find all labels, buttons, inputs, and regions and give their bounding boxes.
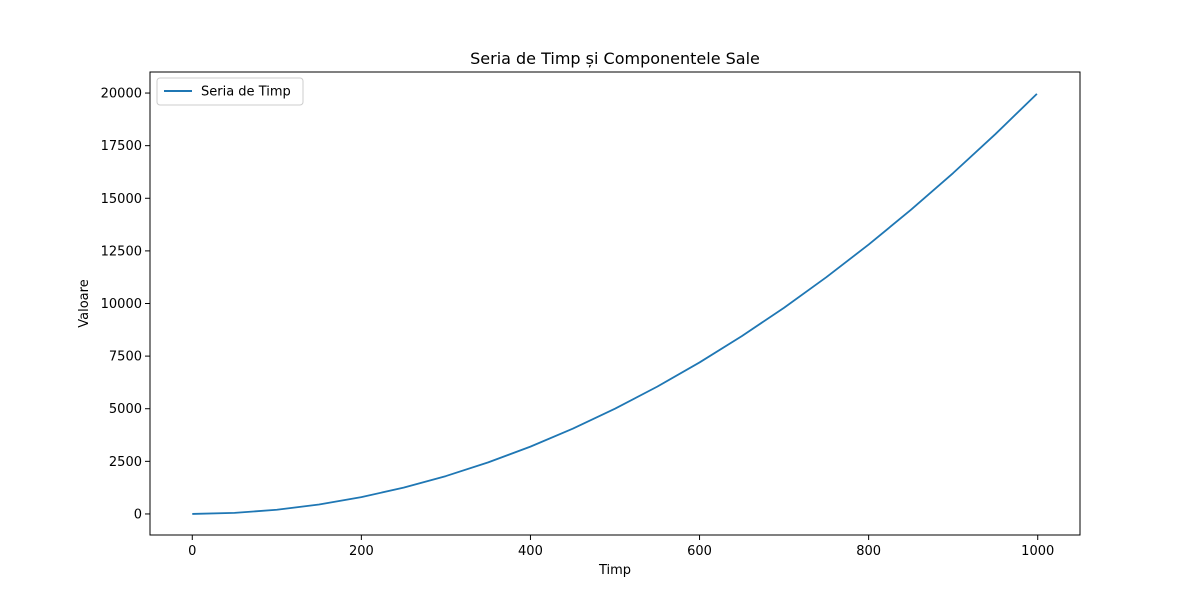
x-tick-label: 1000 xyxy=(1021,544,1054,559)
chart-title: Seria de Timp și Componentele Sale xyxy=(470,49,760,68)
y-axis-label: Valoare xyxy=(77,279,92,327)
y-tick-label: 2500 xyxy=(109,455,142,470)
series-line xyxy=(192,93,1038,515)
y-tick-label: 12500 xyxy=(101,244,142,259)
legend-box xyxy=(156,77,304,106)
legend-label: Seria de Timp xyxy=(201,85,291,100)
x-tick-label: 800 xyxy=(856,544,881,559)
y-axis-ticks: 0 2500 5000 7500 10000 12500 15000 17500 20000 xyxy=(101,87,150,522)
plot-area-frame xyxy=(149,71,1081,536)
x-tick-label: 600 xyxy=(687,544,712,559)
x-tick-label: 0 xyxy=(188,544,196,559)
series-layer xyxy=(192,93,1038,515)
x-axis-ticks: 0 200 400 600 800 1000 xyxy=(188,535,1054,559)
y-tick-label: 5000 xyxy=(109,402,142,417)
x-tick-label: 400 xyxy=(518,544,543,559)
y-tick-label: 10000 xyxy=(101,297,142,312)
y-tick-label: 7500 xyxy=(109,350,142,365)
y-tick-label: 20000 xyxy=(101,87,142,102)
x-tick-label: 200 xyxy=(349,544,374,559)
y-tick-label: 17500 xyxy=(101,139,142,154)
legend: Seria de Timp xyxy=(156,77,304,106)
x-axis-label: Timp xyxy=(598,563,631,578)
y-tick-label: 15000 xyxy=(101,192,142,207)
y-tick-label: 0 xyxy=(134,507,142,522)
